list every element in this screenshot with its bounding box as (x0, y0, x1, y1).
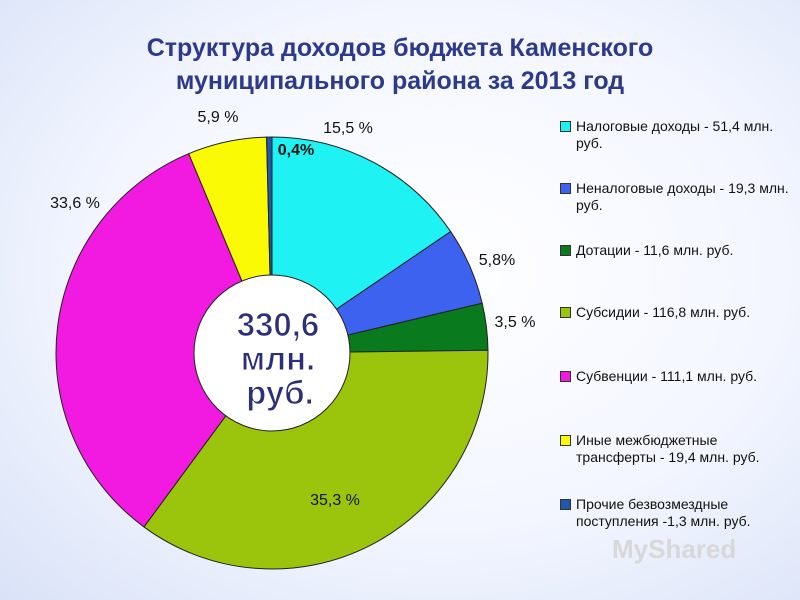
pie-slice-4 (143, 349, 489, 570)
donut-hole (193, 274, 351, 432)
data-label-4: 35,3 % (310, 492, 360, 509)
legend-swatch-3 (560, 245, 571, 256)
legend-label-5: Субвенции - 111,1 млн. руб. (576, 368, 758, 384)
chart-title-line-1: Структура доходов бюджета Каменского (146, 34, 654, 62)
legend-swatch-2 (560, 183, 571, 194)
center-label: 330,6 млн. руб. (236, 306, 320, 412)
data-labels: 15,5 % 5,8% 3,5 % 35,3 % 33,6 % 5,9 % 0,4% (50, 109, 535, 509)
legend-label-7: Прочие безвозмездные поступления -1,3 мл… (576, 496, 751, 529)
data-label-2: 5,8% (479, 252, 515, 269)
legend-swatch-1 (560, 121, 571, 132)
pie-slice-5 (55, 153, 273, 528)
chart-title-line-2: муниципального района за 2013 год (175, 67, 625, 95)
chart-title: Структура доходов бюджета Каменского мун… (40, 32, 760, 98)
legend-label-1: Налоговые доходы - 51,4 млн. руб. (576, 118, 774, 151)
data-label-5: 33,6 % (50, 195, 100, 212)
center-label-line-1: 330,6 (237, 306, 320, 343)
legend-swatch-5 (560, 371, 571, 382)
data-label-7: 0,4% (278, 142, 314, 159)
center-label-line-2: млн. (241, 340, 315, 377)
legend-label-6: Иные межбюджетные трансферты - 19,4 млн.… (576, 432, 760, 465)
legend-swatch-6 (560, 435, 571, 446)
data-label-3: 3,5 % (495, 314, 536, 331)
legend-label-3: Дотации - 11,6 млн. руб. (576, 242, 734, 258)
center-label-line-3: руб. (246, 374, 314, 411)
legend-swatch-4 (560, 307, 571, 318)
legend-label-4: Субсидии - 116,8 млн. руб. (576, 304, 751, 320)
watermark: MyShared (612, 534, 737, 564)
data-label-6: 5,9 % (198, 109, 239, 126)
legend-label-2: Неналоговые доходы - 19,3 млн. руб. (576, 180, 789, 213)
legend-swatch-7 (560, 499, 571, 510)
data-label-1: 15,5 % (323, 120, 373, 137)
